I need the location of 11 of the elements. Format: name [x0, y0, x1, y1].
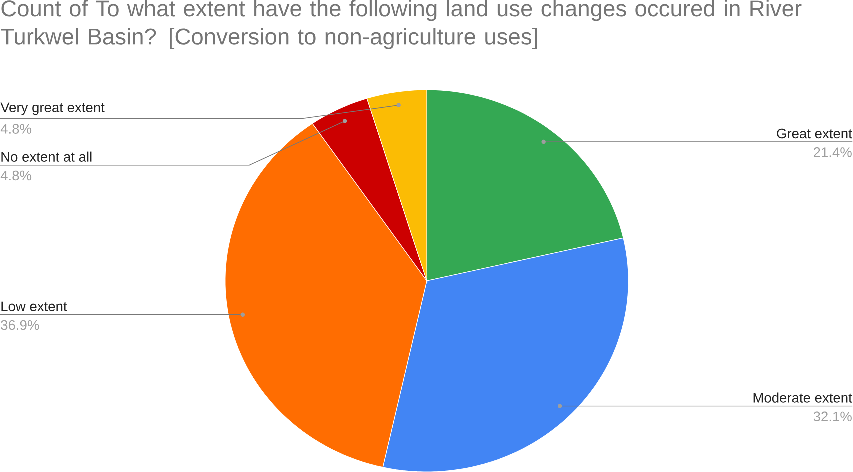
slice-label: Moderate extent [754, 392, 852, 403]
data-label: 21.4% [814, 147, 852, 158]
data-label: 4.8% [0, 124, 32, 134]
data-label: 36.9% [1, 320, 40, 330]
chart-title: Count of To what extent have the following land use changes occured in River Turkwel Basin? [Conversion to non-agriculture uses] [1, 0, 802, 50]
slice-label: No extent at all [2, 152, 92, 162]
data-label: 32.1% [814, 412, 852, 422]
data-label: 4.8% [0, 170, 32, 180]
slice-label: Low extent [2, 302, 68, 312]
slice-label: Great extent [777, 128, 852, 138]
slice-label: Very great extent [0, 102, 105, 116]
